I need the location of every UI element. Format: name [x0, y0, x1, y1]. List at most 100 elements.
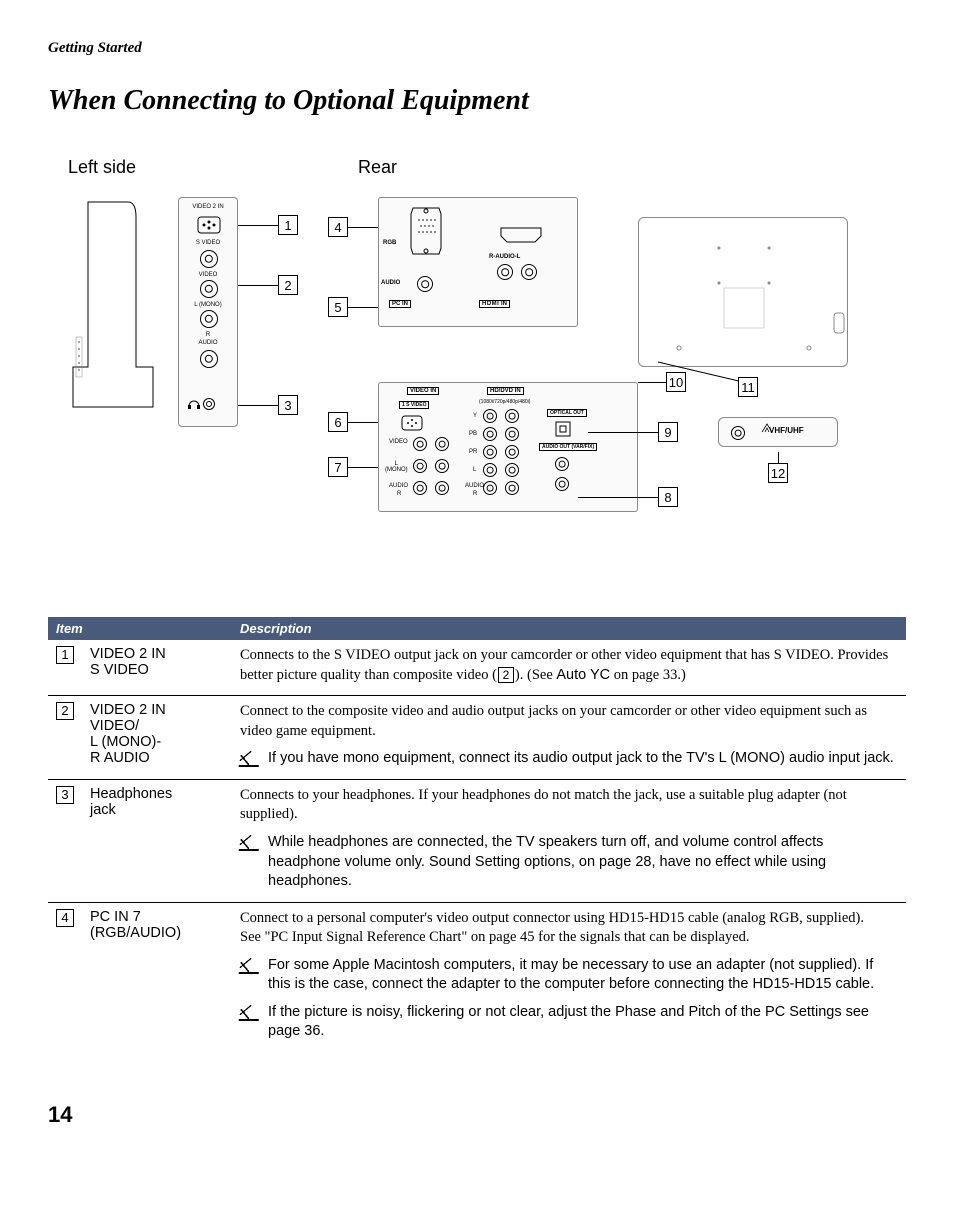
note: For some Apple Macintosh computers, it m…	[240, 956, 898, 995]
row-item-name: VIDEO 2 IN S VIDEO	[82, 640, 232, 696]
jack-r3	[435, 481, 449, 495]
lbl-video: VIDEO	[179, 272, 237, 278]
lbl-rgb: RGB	[383, 240, 396, 246]
rear-upper-panel: RGB AUDIO PC IN R-AUDIO-L HDMI IN	[378, 197, 578, 327]
lbl-videoin: VIDEO IN	[407, 387, 439, 395]
row-description: Connects to the S VIDEO output jack on y…	[232, 640, 906, 696]
callout-11: 11	[738, 377, 758, 397]
jack-y5	[505, 409, 519, 423]
lbl-hddvd-res: (1080i/720p/480p/480i)	[479, 399, 530, 405]
lbl-vhfuhf: VHF/UHF	[769, 426, 804, 435]
lbl-raudiol: R-AUDIO-L	[489, 254, 520, 260]
note: If the picture is noisy, flickering or n…	[240, 1003, 898, 1042]
antenna-icon	[761, 423, 773, 433]
lbl-lmono: L (MONO)	[179, 302, 237, 308]
jack-vhfuhf	[731, 426, 745, 440]
lbl-l4: L	[473, 467, 476, 473]
rear-tv-svg	[639, 218, 849, 368]
lbl-audio4: AUDIO	[465, 483, 484, 489]
callout-12: 12	[768, 463, 788, 483]
jack-r4	[483, 481, 497, 495]
lbl-r2: R	[397, 491, 401, 497]
row-num: 3	[56, 786, 74, 804]
lbl-audio3: AUDIO	[389, 483, 408, 489]
jack-pb5	[505, 427, 519, 441]
rear-tv-outline	[638, 217, 848, 367]
page-title: When Connecting to Optional Equipment	[48, 85, 906, 117]
callout-4: 4	[328, 217, 348, 237]
jack-r1	[413, 481, 427, 495]
description-table: Item Description 1 VIDEO 2 IN S VIDEO Co…	[48, 617, 906, 1052]
lbl-audioout: AUDIO OUT (VAR/FIX)	[539, 443, 597, 451]
rear-label: Rear	[358, 157, 397, 178]
jack-lmono	[200, 310, 218, 328]
lbl-audio2: AUDIO	[381, 280, 400, 286]
th-description: Description	[232, 617, 906, 640]
callout-2: 2	[278, 275, 298, 295]
lbl-video2in: VIDEO 2 IN	[179, 204, 237, 210]
jack-l1	[413, 459, 427, 473]
jack-v1	[413, 437, 427, 451]
callout-7: 7	[328, 457, 348, 477]
callout-1: 1	[278, 215, 298, 235]
lbl-svideo2: 1 S VIDEO	[399, 401, 429, 409]
svideo-jack-icon-2	[401, 415, 423, 433]
lbl-y: Y	[473, 413, 477, 419]
left-side-label: Left side	[68, 157, 136, 178]
table-row: 2 VIDEO 2 IN VIDEO/ L (MONO)- R AUDIO Co…	[48, 696, 906, 780]
jack-aout-l	[555, 457, 569, 471]
jack-pr5	[505, 445, 519, 459]
lbl-video3: VIDEO	[389, 439, 408, 445]
section-label: Getting Started	[48, 40, 906, 57]
row-item-name: VIDEO 2 IN VIDEO/ L (MONO)- R AUDIO	[82, 696, 232, 780]
jack-pb4	[483, 427, 497, 441]
note: While headphones are connected, the TV s…	[240, 833, 898, 892]
row-num: 4	[56, 909, 74, 927]
row-description: Connects to your headphones. If your hea…	[232, 779, 906, 902]
lbl-r: R	[179, 332, 237, 338]
jack-raudio	[200, 350, 218, 368]
jack-aout-r	[555, 477, 569, 491]
hdmi-port-icon	[499, 226, 543, 244]
line-7	[348, 467, 378, 468]
lbl-r4: R	[473, 491, 477, 497]
callout-6: 6	[328, 412, 348, 432]
optical-port-icon	[555, 421, 571, 437]
side-panel: VIDEO 2 IN S VIDEO VIDEO L (MONO) R AUDI…	[178, 197, 238, 427]
lbl-svideo: S VIDEO	[179, 240, 237, 246]
jack-r5	[505, 481, 519, 495]
jack-svideo	[200, 250, 218, 268]
lbl-hdmi-in: HDMI IN	[479, 300, 510, 308]
lbl-audio: AUDIO	[179, 340, 237, 346]
lbl-pr: PR	[469, 449, 477, 455]
connector-diagram: Left side Rear VIDEO 2 IN S VIDEO VIDEO …	[48, 157, 906, 577]
page-number: 14	[48, 1102, 906, 1128]
row-item-name: Headphones jack	[82, 779, 232, 902]
jack-pr4	[483, 445, 497, 459]
svideo-jack-icon	[197, 216, 221, 236]
row-num: 1	[56, 646, 74, 664]
table-row: 1 VIDEO 2 IN S VIDEO Connects to the S V…	[48, 640, 906, 696]
line-9	[588, 432, 658, 433]
lbl-optical: OPTICAL OUT	[547, 409, 587, 417]
callout-8: 8	[658, 487, 678, 507]
row-description: Connect to a personal computer's video o…	[232, 902, 906, 1052]
row-description: Connect to the composite video and audio…	[232, 696, 906, 780]
rgb-port-icon	[409, 206, 443, 256]
jack-hdmi-l	[521, 264, 537, 280]
table-row: 3 Headphones jack Connects to your headp…	[48, 779, 906, 902]
vhf-uhf-panel: VHF/UHF	[718, 417, 838, 447]
line-1	[238, 225, 278, 226]
callout-3: 3	[278, 395, 298, 415]
jack-hdmi-r	[497, 264, 513, 280]
lbl-lmono2: L(MONO)	[385, 461, 408, 473]
jack-v3	[435, 437, 449, 451]
lbl-pcin: PC IN	[389, 300, 411, 308]
lbl-hddvd: HD/DVD IN	[487, 387, 524, 395]
line-2	[238, 285, 278, 286]
callout-5: 5	[328, 297, 348, 317]
row-num: 2	[56, 702, 74, 720]
line-4	[348, 227, 378, 228]
lbl-pb: PB	[469, 431, 477, 437]
line-3	[238, 405, 278, 406]
